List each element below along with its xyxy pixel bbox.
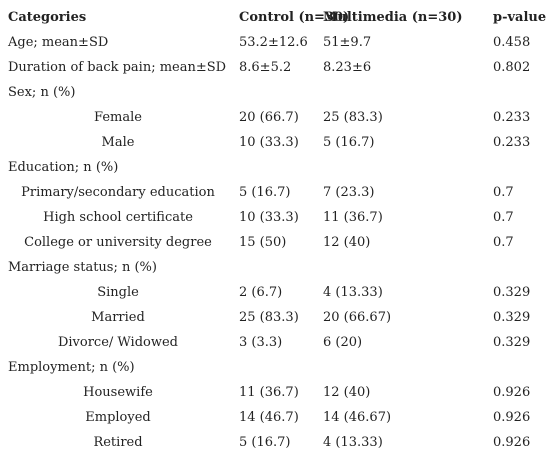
table-header-row: Categories Control (n=30) Multimedia (n=… — [0, 5, 557, 30]
subcategory-label: Single — [97, 285, 139, 300]
p-value: 0.926 — [493, 385, 531, 400]
subcategory-label: Divorce/ Widowed — [57, 335, 179, 350]
category-label: Employment; n (%) — [8, 360, 135, 375]
header-multimedia: Multimedia (n=30) — [323, 10, 463, 25]
control-value: 15 (50) — [239, 235, 287, 250]
subcategory-label: College or university degree — [24, 235, 212, 250]
category-label: Age; mean±SD — [8, 35, 109, 50]
table-row: Housewife 11 (36.7) 12 (40) 0.926 — [0, 380, 557, 405]
control-value: 20 (66.7) — [239, 110, 299, 125]
category-label: Sex; n (%) — [8, 85, 76, 100]
table-row: College or university degree 15 (50) 12 (4… — [0, 230, 557, 255]
p-value: 0.458 — [493, 35, 531, 50]
table-row: Employed 14 (46.7) 14 (46.67) 0.926 — [0, 405, 557, 430]
table-row: Marriage status; n (%) — [0, 255, 557, 280]
control-value: 10 (33.3) — [239, 135, 299, 150]
category-label: Education; n (%) — [8, 160, 119, 175]
multimedia-value: 7 (23.3) — [323, 185, 375, 200]
multimedia-value: 25 (83.3) — [323, 110, 383, 125]
multimedia-value: 51±9.7 — [323, 35, 372, 50]
table-row: Female 20 (66.7) 25 (83.3) 0.233 — [0, 105, 557, 130]
multimedia-value: 5 (16.7) — [323, 135, 375, 150]
control-value: 3 (3.3) — [239, 335, 283, 350]
p-value: 0.233 — [493, 135, 531, 150]
table-row: Male 10 (33.3) 5 (16.7) 0.233 — [0, 130, 557, 155]
control-value: 14 (46.7) — [239, 410, 299, 425]
subcategory-label: Retired — [93, 435, 143, 450]
p-value: 0.7 — [493, 185, 514, 200]
p-value: 0.7 — [493, 235, 514, 250]
p-value: 0.926 — [493, 435, 531, 450]
table-row: Age; mean±SD 53.2±12.6 51±9.7 0.458 — [0, 30, 557, 55]
table-row: Education; n (%) — [0, 155, 557, 180]
table-row: Primary/secondary education 5 (16.7) 7 (23… — [0, 180, 557, 205]
header-control: Control (n=30) — [239, 10, 350, 25]
subcategory-label: Primary/secondary education — [21, 185, 215, 200]
table-row: Duration of back pain; mean±SD 8.6±5.2 8.2… — [0, 55, 557, 80]
control-value: 5 (16.7) — [239, 185, 291, 200]
p-value: 0.926 — [493, 410, 531, 425]
header-categories: Categories — [8, 10, 87, 25]
p-value: 0.329 — [493, 285, 531, 300]
multimedia-value: 8.23±6 — [323, 60, 372, 75]
category-label: Duration of back pain; mean±SD — [8, 60, 227, 75]
control-value: 11 (36.7) — [239, 385, 299, 400]
header-p-value: p-value — [493, 10, 547, 25]
table-row: Sex; n (%) — [0, 80, 557, 105]
multimedia-value: 12 (40) — [323, 235, 371, 250]
p-value: 0.802 — [493, 60, 531, 75]
table-row: Married 25 (83.3) 20 (66.67) 0.329 — [0, 305, 557, 330]
subcategory-label: Male — [101, 135, 135, 150]
multimedia-value: 4 (13.33) — [323, 285, 383, 300]
p-value: 0.233 — [493, 110, 531, 125]
p-value: 0.7 — [493, 210, 514, 225]
control-value: 10 (33.3) — [239, 210, 299, 225]
control-value: 8.6±5.2 — [239, 60, 292, 75]
control-value: 53.2±12.6 — [239, 35, 308, 50]
category-label: Marriage status; n (%) — [8, 260, 157, 275]
multimedia-value: 20 (66.67) — [323, 310, 392, 325]
multimedia-value: 12 (40) — [323, 385, 371, 400]
table-row: Retired 5 (16.7) 4 (13.33) 0.926 — [0, 430, 557, 455]
subcategory-label: Female — [94, 110, 142, 125]
table-row: High school certificate 10 (33.3) 11 (36.7… — [0, 205, 557, 230]
table-row: Divorce/ Widowed 3 (3.3) 6 (20) 0.329 — [0, 330, 557, 355]
subcategory-label: Employed — [85, 410, 151, 425]
subcategory-label: Married — [91, 310, 145, 325]
p-value: 0.329 — [493, 310, 531, 325]
control-value: 5 (16.7) — [239, 435, 291, 450]
multimedia-value: 11 (36.7) — [323, 210, 383, 225]
subcategory-label: High school certificate — [43, 210, 193, 225]
control-value: 25 (83.3) — [239, 310, 299, 325]
multimedia-value: 4 (13.33) — [323, 435, 383, 450]
table-row: Single 2 (6.7) 4 (13.33) 0.329 — [0, 280, 557, 305]
multimedia-value: 6 (20) — [323, 335, 363, 350]
multimedia-value: 14 (46.67) — [323, 410, 392, 425]
subcategory-label: Housewife — [83, 385, 153, 400]
p-value: 0.329 — [493, 335, 531, 350]
control-value: 2 (6.7) — [239, 285, 283, 300]
table-row: Employment; n (%) — [0, 355, 557, 380]
